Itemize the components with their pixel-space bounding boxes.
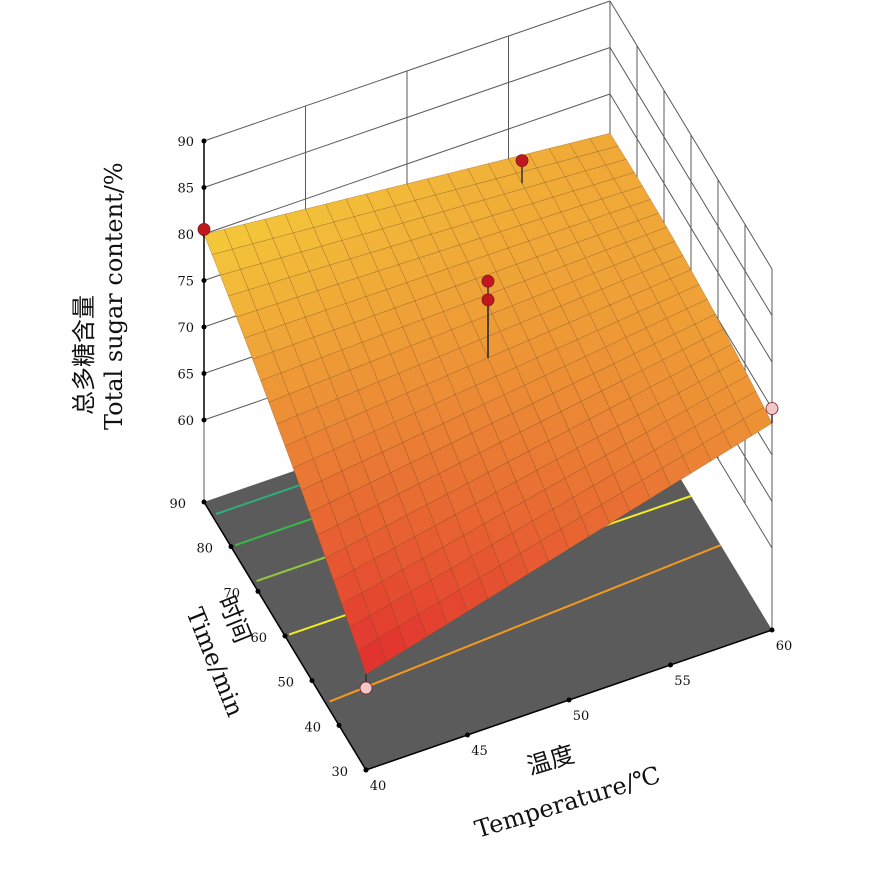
time-tick-label: 80 xyxy=(196,542,213,557)
time-tick xyxy=(336,722,342,728)
time-tick-label: 30 xyxy=(331,765,348,780)
z-tick xyxy=(201,278,207,283)
temperature-tick-label: 40 xyxy=(370,779,387,794)
temperature-tick-label: 50 xyxy=(573,709,590,724)
z-tick xyxy=(201,185,207,190)
temperature-tick xyxy=(465,732,470,738)
z-tick-label: 65 xyxy=(177,368,194,383)
z-axis-title: 总多糖含量 xyxy=(70,295,98,415)
z-tick xyxy=(201,138,207,144)
temperature-tick-label: 55 xyxy=(674,674,691,689)
design-point xyxy=(515,154,529,168)
time-tick xyxy=(282,633,288,639)
response-surface xyxy=(203,133,773,675)
z-tick-label: 80 xyxy=(177,228,194,243)
time-tick-label: 90 xyxy=(169,497,186,512)
temperature-tick-label: 45 xyxy=(471,744,488,759)
z-tick-label: 90 xyxy=(177,135,194,150)
x-axis-title-en-wrap: Temperature/℃ xyxy=(472,761,664,844)
design-point xyxy=(481,274,495,288)
x-axis-title-cn-wrap: 温度 xyxy=(524,740,578,781)
time-tick-label: 40 xyxy=(304,720,321,735)
surface-cell xyxy=(743,406,773,437)
temperature-tick xyxy=(769,627,775,633)
x-axis-title-cn: 温度 xyxy=(524,740,578,781)
x-axis-title-en: Temperature/℃ xyxy=(472,761,664,844)
time-tick-label: 60 xyxy=(250,631,267,646)
design-point xyxy=(765,402,779,415)
time-tick xyxy=(255,588,261,594)
temperature-tick-label: 60 xyxy=(776,639,793,654)
design-points xyxy=(197,154,779,695)
time-tick-label: 70 xyxy=(223,586,240,601)
time-tick xyxy=(201,499,207,505)
z-axis-title-en: Total sugar content/% xyxy=(100,162,128,430)
temperature-tick xyxy=(363,767,369,773)
z-tick xyxy=(201,417,207,423)
z-tick-label: 60 xyxy=(177,414,194,429)
axes xyxy=(201,138,775,773)
z-tick-label: 75 xyxy=(177,275,194,290)
design-point xyxy=(481,293,495,307)
z-axis-title-cn: 总多糖含量 xyxy=(70,295,98,415)
time-tick xyxy=(309,678,315,684)
design-point xyxy=(359,681,373,695)
temperature-tick xyxy=(566,697,572,703)
z-tick-label: 85 xyxy=(177,182,194,197)
contour-line xyxy=(329,544,722,703)
temperature-tick xyxy=(668,662,673,668)
z-tick-label: 70 xyxy=(177,321,194,336)
z-tick xyxy=(201,371,207,376)
z-tick xyxy=(201,324,207,330)
tick-labels: 60 65 70 75 80 85 90 30 40 50 60 70 80 90 40 45 50 55 60 xyxy=(169,135,792,794)
z-axis-title-en-wrap: Total sugar content/% xyxy=(100,162,128,430)
design-point xyxy=(197,222,211,236)
time-tick xyxy=(228,544,234,550)
time-tick-label: 50 xyxy=(277,676,294,691)
